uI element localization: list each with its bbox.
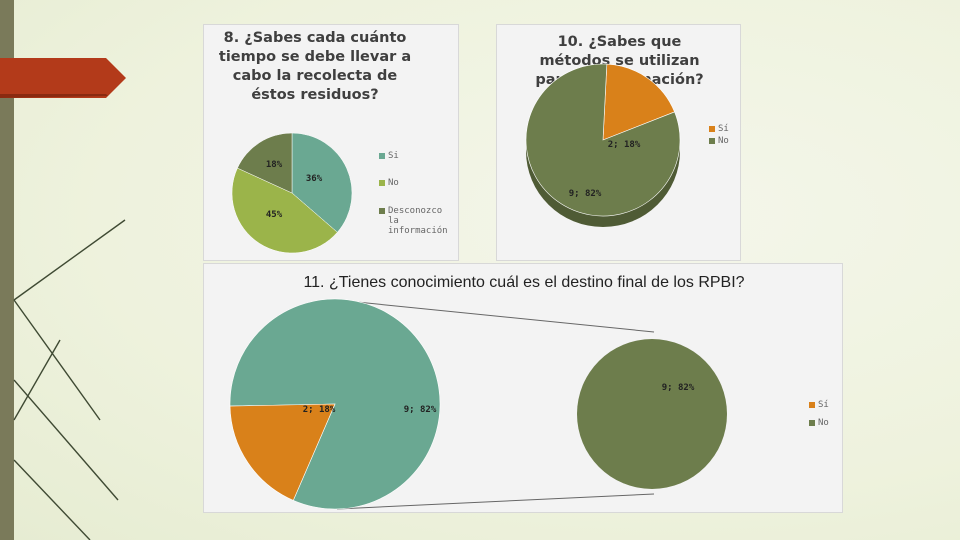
data-label-secondary-no: 9; 82% <box>662 383 695 393</box>
pie-of-pie-chart-11: 2; 18% 9; 82% 9; 82% <box>229 298 727 510</box>
legend-swatch <box>379 208 385 214</box>
pie-slice-si <box>229 403 336 501</box>
pie-slice-no <box>229 298 441 510</box>
pie-chart-8: 36% 45% 18% <box>231 132 353 254</box>
legend-label: No <box>388 178 399 188</box>
legend-label: Sí <box>718 124 729 134</box>
legend-item-si: Sí <box>709 124 729 134</box>
legend-item-si: Si <box>379 151 399 161</box>
data-label-no: 45% <box>266 210 283 220</box>
legend-swatch <box>709 126 715 132</box>
legend-label: Desconozco la información <box>388 206 448 236</box>
connector-line <box>336 493 655 510</box>
connector-line <box>336 299 655 333</box>
legend-swatch <box>809 420 815 426</box>
data-label-desconozco: 18% <box>266 160 283 170</box>
pie-slice-si <box>602 63 675 141</box>
legend-label: No <box>818 418 829 428</box>
legend-item-no: No <box>709 136 729 146</box>
legend-swatch <box>379 180 385 186</box>
chart-title: 8. ¿Sabes cada cuánto tiempo se debe lle… <box>218 30 412 103</box>
secondary-pie-slice-no <box>577 339 727 489</box>
pie-slice-si <box>291 132 353 233</box>
legend-label: Si <box>388 151 399 161</box>
legend-item-desconozco: Desconozco la información <box>379 206 454 236</box>
legend-item-si: Sí <box>809 400 829 410</box>
chart-panel-8: 8. ¿Sabes cada cuánto tiempo se debe lle… <box>203 24 459 261</box>
chart-panel-11: 11. ¿Tienes conocimiento cuál es el dest… <box>203 263 843 513</box>
arrow-tab <box>0 58 126 98</box>
pie-slice-desconozco <box>237 132 293 194</box>
pie-slice-no <box>231 167 338 254</box>
pie-chart-10: 2; 18% 9; 82% <box>525 63 681 227</box>
data-label-no: 9; 82% <box>569 189 602 199</box>
data-label-si: 2; 18% <box>608 140 641 150</box>
legend-item-no: No <box>379 178 399 188</box>
legend-label: Sí <box>818 400 829 410</box>
legend-item-no: No <box>809 418 829 428</box>
legend-swatch <box>809 402 815 408</box>
data-label-no: 9; 82% <box>404 405 437 415</box>
legend-swatch <box>709 138 715 144</box>
pie-slice-no <box>525 63 681 217</box>
legend-label: No <box>718 136 729 146</box>
data-label-si: 36% <box>306 174 323 184</box>
data-label-si: 2; 18% <box>303 405 336 415</box>
decorative-lines <box>13 219 126 540</box>
sidebar-strip <box>0 0 14 540</box>
chart-panel-10: 10. ¿Sabes que métodos se utilizan para … <box>496 24 741 261</box>
chart-title: 11. ¿Tienes conocimiento cuál es el dest… <box>303 274 745 291</box>
legend-swatch <box>379 153 385 159</box>
